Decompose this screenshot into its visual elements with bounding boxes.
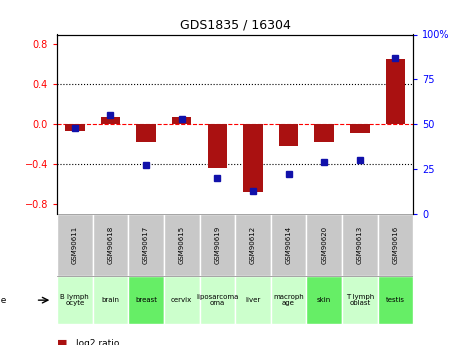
Bar: [128, 276, 164, 324]
Text: testis: testis: [386, 297, 405, 303]
Bar: [235, 214, 271, 276]
Bar: [93, 276, 128, 324]
Text: cervix: cervix: [171, 297, 192, 303]
Bar: [386, 59, 405, 124]
Bar: [172, 117, 191, 124]
Text: B lymph
ocyte: B lymph ocyte: [60, 294, 89, 306]
Bar: [306, 276, 342, 324]
Text: GSM90620: GSM90620: [321, 226, 327, 264]
Bar: [65, 124, 85, 131]
Bar: [342, 214, 378, 276]
Bar: [279, 124, 298, 146]
Bar: [271, 276, 306, 324]
Bar: [136, 124, 156, 142]
Bar: [378, 214, 413, 276]
Bar: [350, 124, 370, 133]
Text: macroph
age: macroph age: [273, 294, 304, 306]
Bar: [164, 276, 200, 324]
Bar: [128, 214, 164, 276]
Title: GDS1835 / 16304: GDS1835 / 16304: [180, 19, 291, 32]
Text: cell line: cell line: [0, 296, 7, 305]
Text: ■: ■: [57, 338, 67, 345]
Bar: [271, 214, 306, 276]
Bar: [200, 214, 235, 276]
Text: GSM90616: GSM90616: [392, 226, 399, 264]
Text: liver: liver: [245, 297, 261, 303]
Bar: [200, 276, 235, 324]
Bar: [342, 276, 378, 324]
Text: GSM90618: GSM90618: [107, 226, 114, 264]
Bar: [243, 124, 263, 192]
Text: GSM90615: GSM90615: [179, 226, 185, 264]
Bar: [208, 124, 227, 168]
Text: GSM90613: GSM90613: [357, 226, 363, 264]
Bar: [235, 276, 271, 324]
Bar: [306, 214, 342, 276]
Bar: [57, 214, 93, 276]
Text: breast: breast: [135, 297, 157, 303]
Bar: [164, 214, 200, 276]
Bar: [101, 117, 120, 124]
Text: brain: brain: [102, 297, 119, 303]
Text: log2 ratio: log2 ratio: [76, 339, 119, 345]
Bar: [378, 276, 413, 324]
Text: GSM90611: GSM90611: [72, 226, 78, 264]
Text: skin: skin: [317, 297, 332, 303]
Text: GSM90617: GSM90617: [143, 226, 149, 264]
Text: T lymph
oblast: T lymph oblast: [346, 294, 374, 306]
Bar: [57, 276, 93, 324]
Bar: [314, 124, 334, 142]
Text: GSM90612: GSM90612: [250, 226, 256, 264]
Text: GSM90619: GSM90619: [214, 226, 220, 264]
Text: liposarcoma
oma: liposarcoma oma: [196, 294, 238, 306]
Bar: [93, 214, 128, 276]
Text: GSM90614: GSM90614: [285, 226, 292, 264]
